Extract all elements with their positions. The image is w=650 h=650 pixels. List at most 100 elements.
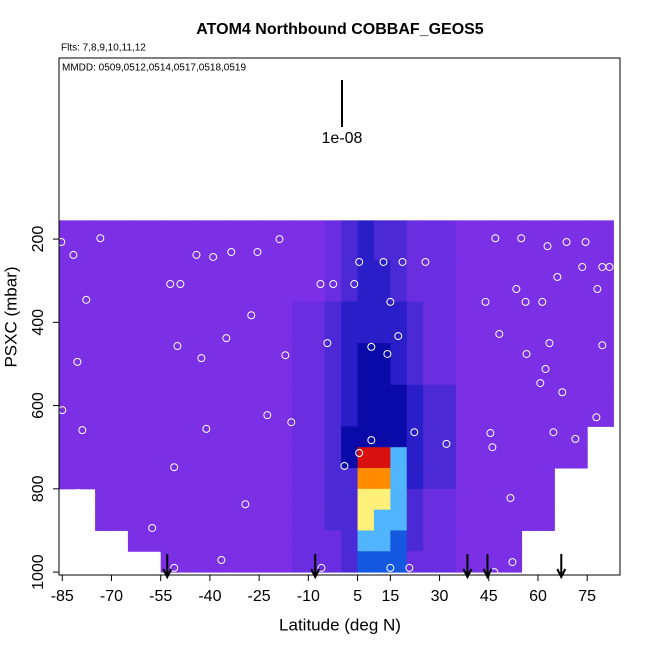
heat-cell bbox=[95, 343, 129, 386]
heat-cell bbox=[423, 488, 457, 511]
heat-cell bbox=[373, 220, 391, 261]
observation-point bbox=[176, 280, 185, 289]
heat-cell bbox=[341, 530, 359, 552]
observation-point bbox=[281, 351, 290, 360]
heat-cell bbox=[406, 301, 424, 344]
heat-cell bbox=[406, 551, 424, 573]
heat-cell bbox=[406, 384, 424, 427]
observation-point bbox=[317, 563, 326, 572]
heat-cell bbox=[455, 384, 490, 427]
heat-cell bbox=[226, 384, 260, 427]
heat-cell bbox=[423, 426, 457, 448]
observation-point bbox=[562, 237, 571, 246]
observation-point bbox=[481, 297, 490, 306]
heat-cell bbox=[259, 509, 293, 531]
heat-cell bbox=[521, 447, 555, 469]
observation-point bbox=[253, 247, 262, 256]
heat-cell bbox=[291, 220, 326, 261]
heat-cell bbox=[291, 343, 326, 386]
heat-cell bbox=[373, 384, 391, 427]
observation-point bbox=[398, 257, 407, 266]
observation-point bbox=[567, 473, 576, 482]
heat-cell bbox=[59, 468, 96, 490]
heat-cell bbox=[423, 259, 457, 303]
observation-point bbox=[486, 429, 495, 438]
observation-point bbox=[78, 426, 87, 435]
heat-cell bbox=[373, 530, 391, 552]
heat-cell bbox=[373, 426, 391, 448]
heat-cell bbox=[259, 551, 293, 573]
observation-point bbox=[553, 272, 562, 281]
observation-point bbox=[170, 463, 179, 472]
observation-point bbox=[316, 280, 325, 289]
scale-label: 1e-08 bbox=[322, 130, 363, 147]
heat-cell bbox=[373, 301, 391, 344]
heat-cell bbox=[226, 259, 260, 303]
heat-cell bbox=[95, 220, 129, 261]
observation-point bbox=[96, 234, 105, 243]
observation-point bbox=[379, 257, 388, 266]
heat-cell bbox=[390, 488, 408, 511]
heat-cell bbox=[291, 426, 326, 448]
heat-cell bbox=[423, 384, 457, 427]
heat-cell bbox=[455, 488, 490, 511]
heat-cell bbox=[226, 551, 260, 573]
heat-cell bbox=[95, 384, 129, 427]
observation-point bbox=[592, 413, 601, 422]
heat-cell bbox=[193, 488, 227, 511]
heat-cell bbox=[226, 426, 260, 448]
heat-cell bbox=[341, 426, 359, 448]
observation-point bbox=[517, 234, 526, 243]
heat-cell bbox=[488, 301, 523, 344]
heat-cell bbox=[160, 551, 195, 573]
heat-cell bbox=[406, 343, 424, 386]
observation-point bbox=[543, 242, 552, 251]
heat-cell bbox=[259, 468, 293, 490]
observation-point bbox=[355, 257, 364, 266]
heat-cell bbox=[390, 426, 408, 448]
observation-point bbox=[209, 252, 218, 261]
heat-cell bbox=[455, 426, 490, 448]
heat-cell bbox=[193, 468, 227, 490]
observation-point bbox=[421, 257, 430, 266]
observation-point bbox=[73, 357, 82, 366]
heat-cell bbox=[95, 301, 129, 344]
heat-cell bbox=[423, 220, 457, 261]
observation-point bbox=[350, 280, 359, 289]
heat-cell bbox=[390, 551, 408, 573]
heat-cell bbox=[587, 220, 614, 261]
heat-cell bbox=[341, 509, 359, 531]
heat-cell bbox=[59, 301, 96, 344]
heat-cell bbox=[59, 343, 96, 386]
heat-cell bbox=[127, 426, 162, 448]
heat-cell bbox=[259, 488, 293, 511]
heat-cell bbox=[324, 468, 342, 490]
heat-cell bbox=[324, 530, 342, 552]
observation-point bbox=[227, 247, 236, 256]
heat-cell bbox=[193, 259, 227, 303]
heat-cell bbox=[127, 301, 162, 344]
flight-arrow bbox=[462, 554, 473, 580]
heat-cell bbox=[127, 509, 162, 531]
heat-cell bbox=[406, 509, 424, 531]
heat-cell bbox=[390, 530, 408, 552]
heat-cell bbox=[390, 509, 408, 531]
heat-cell bbox=[226, 488, 260, 511]
heat-cell bbox=[291, 301, 326, 344]
observation-point bbox=[367, 436, 376, 445]
observation-point bbox=[598, 341, 607, 350]
heat-cell bbox=[160, 530, 195, 552]
heat-cell bbox=[373, 447, 391, 469]
heat-cell bbox=[259, 259, 293, 303]
heat-cell bbox=[259, 447, 293, 469]
heat-cell bbox=[455, 551, 490, 573]
heat-cell bbox=[423, 343, 457, 386]
flight-arrow bbox=[310, 554, 321, 580]
observation-point bbox=[394, 332, 403, 341]
heat-cell bbox=[160, 384, 195, 427]
heat-cell bbox=[324, 509, 342, 531]
heat-cell bbox=[357, 551, 375, 573]
observation-point bbox=[197, 354, 206, 363]
heat-cell bbox=[488, 343, 523, 386]
heat-cell bbox=[193, 447, 227, 469]
